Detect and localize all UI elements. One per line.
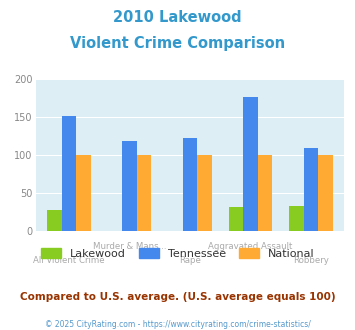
Bar (289, 206, 304, 231)
Legend: Lakewood, Tennessee, National: Lakewood, Tennessee, National (36, 244, 319, 263)
Bar (137, 155, 151, 231)
Text: Violent Crime Comparison: Violent Crime Comparison (70, 36, 285, 51)
Text: Robbery: Robbery (293, 256, 329, 265)
Bar (183, 138, 197, 231)
Text: Aggravated Assault: Aggravated Assault (208, 242, 293, 251)
Bar (229, 207, 243, 231)
Bar (197, 155, 212, 231)
Bar (243, 97, 258, 231)
Bar (318, 155, 333, 231)
Bar (61, 115, 76, 231)
Text: © 2025 CityRating.com - https://www.cityrating.com/crime-statistics/: © 2025 CityRating.com - https://www.city… (45, 320, 310, 329)
Text: Murder & Mans...: Murder & Mans... (93, 242, 166, 251)
Bar (76, 155, 91, 231)
Text: Rape: Rape (179, 256, 201, 265)
Bar (304, 148, 318, 231)
Text: All Violent Crime: All Violent Crime (33, 256, 105, 265)
Bar (122, 142, 137, 231)
Bar (258, 155, 272, 231)
Text: 2010 Lakewood: 2010 Lakewood (113, 10, 242, 25)
Bar (47, 210, 61, 231)
Text: Compared to U.S. average. (U.S. average equals 100): Compared to U.S. average. (U.S. average … (20, 292, 335, 302)
